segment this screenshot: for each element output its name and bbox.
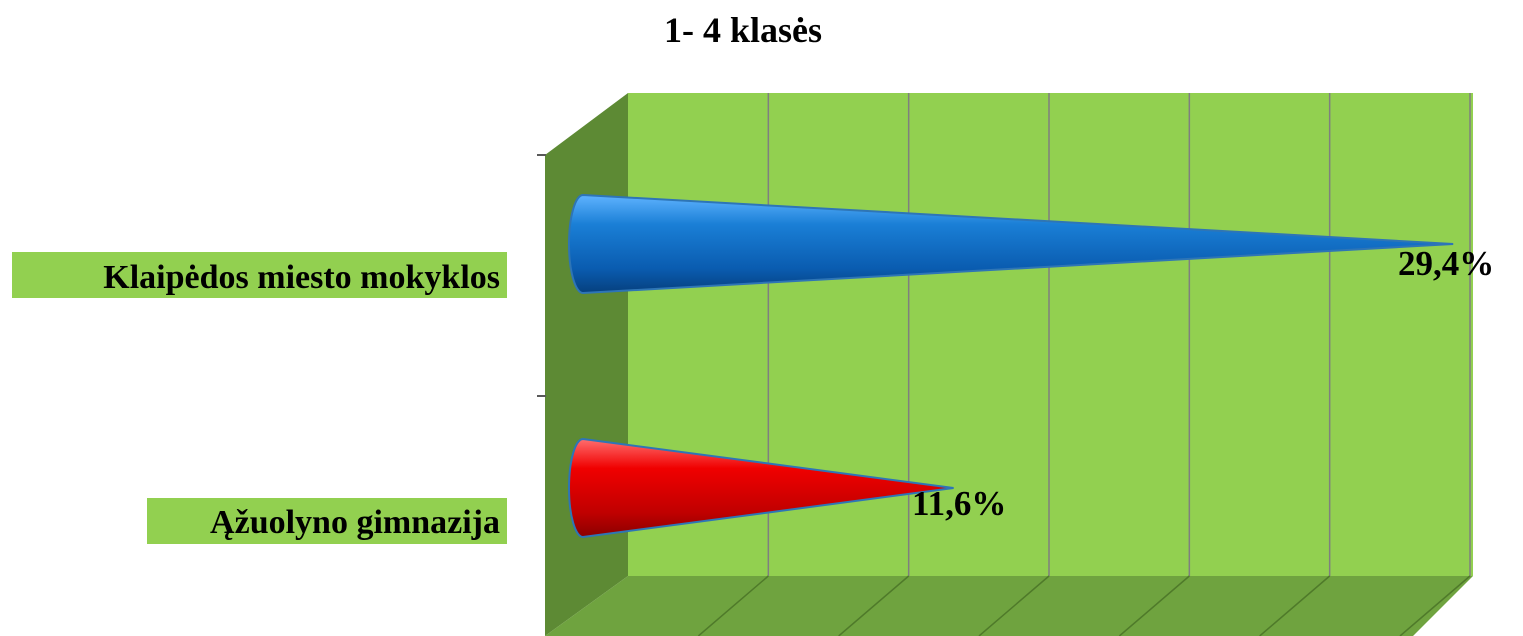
floor-gridline xyxy=(838,575,910,636)
data-label: 11,6% xyxy=(912,484,1006,523)
cone-bars xyxy=(568,193,1454,539)
floor-gridline xyxy=(697,575,769,636)
category-labels: Klaipėdos miesto mokyklos Ąžuolyno gimna… xyxy=(12,252,507,544)
floor-gridline xyxy=(1118,575,1190,636)
floor-gridline xyxy=(1259,575,1331,636)
data-label: 29,4% xyxy=(1398,244,1494,283)
chart-floor xyxy=(545,576,1473,636)
category-label-background xyxy=(12,252,507,298)
cone-bar xyxy=(568,437,954,539)
category-axis-ticks xyxy=(537,154,546,397)
category-label: Klaipėdos miesto mokyklos xyxy=(103,259,500,296)
data-labels: 29,4% 11,6% xyxy=(912,244,1494,523)
chart-side-wall xyxy=(545,93,628,636)
category-label: Ąžuolyno gimnazija xyxy=(210,504,500,541)
cone-bar xyxy=(568,193,1454,295)
category-label-background xyxy=(147,498,507,544)
chart-title-text: 1- 4 klasės xyxy=(664,10,822,50)
gridlines xyxy=(697,93,1471,636)
floor-gridline xyxy=(978,575,1050,636)
floor-gridline xyxy=(1399,575,1471,636)
chart-title: 1- 4 klasės xyxy=(664,10,822,50)
